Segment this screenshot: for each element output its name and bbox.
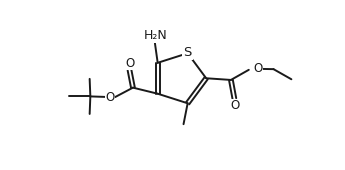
- Text: H₂N: H₂N: [144, 29, 168, 42]
- Text: O: O: [253, 62, 263, 75]
- Text: O: O: [125, 57, 134, 70]
- Text: S: S: [184, 46, 192, 59]
- Text: O: O: [105, 91, 115, 104]
- Text: O: O: [230, 99, 239, 112]
